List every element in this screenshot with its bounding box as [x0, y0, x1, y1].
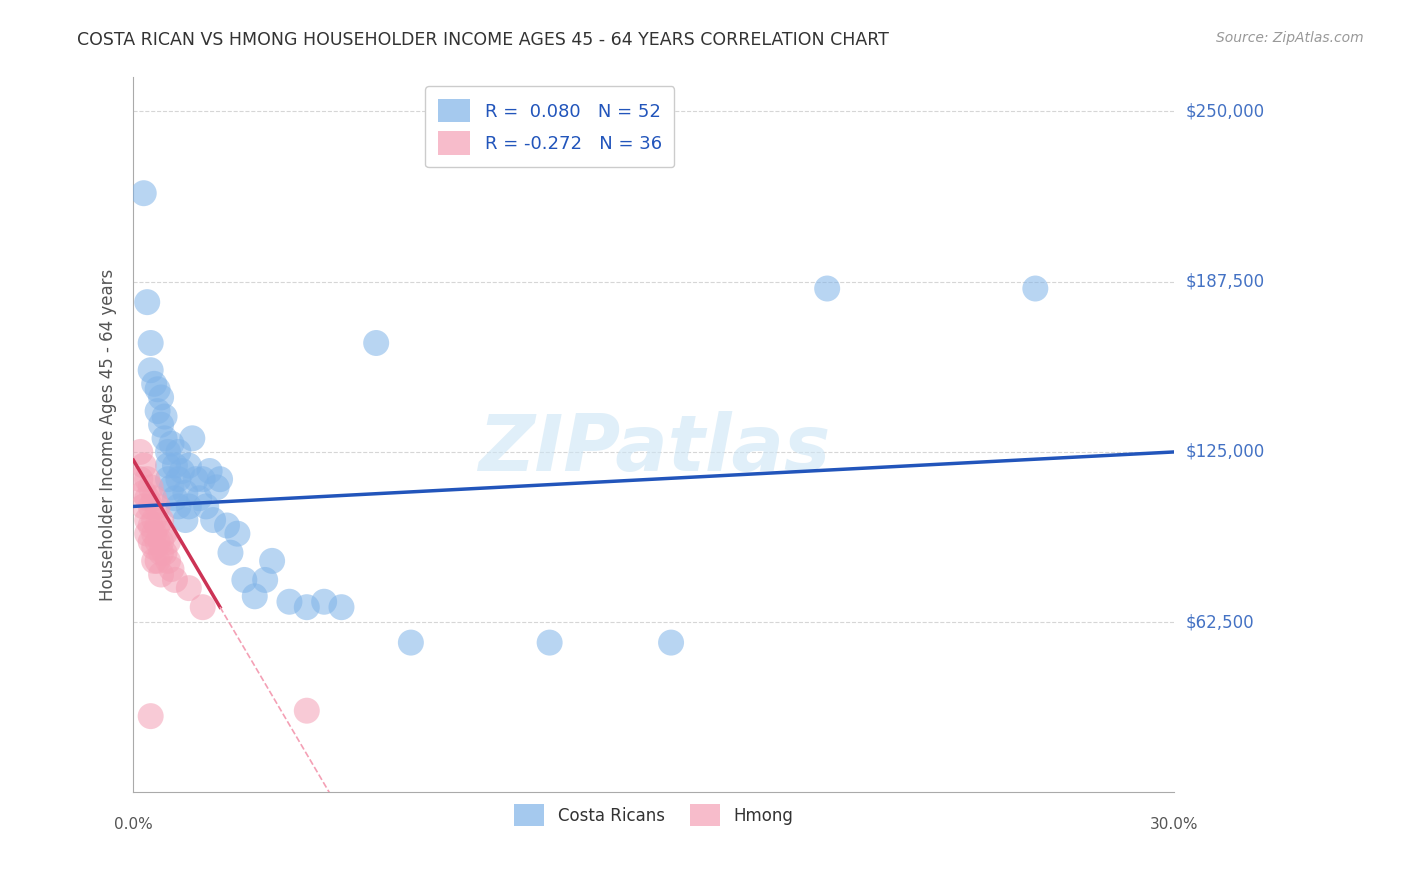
Text: ZIPatlas: ZIPatlas — [478, 411, 830, 487]
Point — [139, 709, 162, 723]
Point — [198, 464, 221, 478]
Point — [1024, 281, 1046, 295]
Point — [254, 573, 277, 587]
Point — [177, 500, 200, 514]
Point — [139, 534, 162, 549]
Text: $250,000: $250,000 — [1185, 103, 1264, 120]
Point — [163, 573, 186, 587]
Point — [157, 458, 180, 473]
Point — [139, 480, 162, 494]
Point — [295, 704, 318, 718]
Point — [146, 500, 169, 514]
Legend: Costa Ricans, Hmong: Costa Ricans, Hmong — [506, 796, 801, 834]
Point — [202, 513, 225, 527]
Point — [160, 437, 183, 451]
Point — [177, 458, 200, 473]
Point — [132, 458, 155, 473]
Point — [143, 526, 166, 541]
Point — [157, 472, 180, 486]
Point — [170, 464, 193, 478]
Point — [132, 186, 155, 201]
Text: $62,500: $62,500 — [1185, 613, 1254, 632]
Text: 0.0%: 0.0% — [114, 817, 153, 832]
Point — [157, 445, 180, 459]
Point — [219, 546, 242, 560]
Point — [143, 554, 166, 568]
Point — [150, 534, 173, 549]
Point — [538, 635, 561, 649]
Point — [153, 526, 176, 541]
Point — [314, 595, 336, 609]
Point — [146, 518, 169, 533]
Point — [163, 458, 186, 473]
Y-axis label: Householder Income Ages 45 - 64 years: Householder Income Ages 45 - 64 years — [100, 268, 117, 601]
Point — [209, 472, 232, 486]
Point — [160, 562, 183, 576]
Point — [150, 567, 173, 582]
Point — [150, 513, 173, 527]
Point — [157, 554, 180, 568]
Point — [191, 472, 214, 486]
Point — [226, 526, 249, 541]
Point — [143, 541, 166, 555]
Point — [139, 363, 162, 377]
Point — [295, 600, 318, 615]
Point — [146, 534, 169, 549]
Point — [146, 404, 169, 418]
Point — [188, 491, 211, 506]
Point — [174, 513, 197, 527]
Text: 30.0%: 30.0% — [1150, 817, 1198, 832]
Point — [153, 546, 176, 560]
Point — [167, 445, 190, 459]
Point — [177, 581, 200, 595]
Point — [659, 635, 682, 649]
Text: COSTA RICAN VS HMONG HOUSEHOLDER INCOME AGES 45 - 64 YEARS CORRELATION CHART: COSTA RICAN VS HMONG HOUSEHOLDER INCOME … — [77, 31, 889, 49]
Point — [136, 526, 159, 541]
Point — [157, 534, 180, 549]
Point — [153, 409, 176, 424]
Point — [139, 336, 162, 351]
Point — [136, 513, 159, 527]
Point — [191, 600, 214, 615]
Point — [399, 635, 422, 649]
Point — [129, 472, 152, 486]
Text: Source: ZipAtlas.com: Source: ZipAtlas.com — [1216, 31, 1364, 45]
Point — [136, 295, 159, 310]
Point — [143, 513, 166, 527]
Point — [195, 500, 218, 514]
Point — [139, 518, 162, 533]
Point — [243, 589, 266, 603]
Point — [146, 554, 169, 568]
Point — [163, 491, 186, 506]
Point — [167, 472, 190, 486]
Text: $125,000: $125,000 — [1185, 443, 1264, 461]
Point — [205, 480, 228, 494]
Point — [132, 485, 155, 500]
Point — [815, 281, 838, 295]
Point — [181, 431, 204, 445]
Point — [143, 491, 166, 506]
Point — [143, 376, 166, 391]
Point — [366, 336, 388, 351]
Point — [153, 431, 176, 445]
Point — [184, 472, 207, 486]
Point — [146, 382, 169, 396]
Point — [262, 554, 284, 568]
Point — [136, 472, 159, 486]
Point — [278, 595, 301, 609]
Point — [330, 600, 353, 615]
Text: $187,500: $187,500 — [1185, 273, 1264, 291]
Point — [167, 500, 190, 514]
Point — [160, 480, 183, 494]
Point — [129, 445, 152, 459]
Point — [215, 518, 238, 533]
Point — [132, 500, 155, 514]
Point — [150, 417, 173, 432]
Point — [150, 546, 173, 560]
Point — [150, 391, 173, 405]
Point — [136, 491, 159, 506]
Point — [233, 573, 256, 587]
Point — [139, 500, 162, 514]
Point — [174, 485, 197, 500]
